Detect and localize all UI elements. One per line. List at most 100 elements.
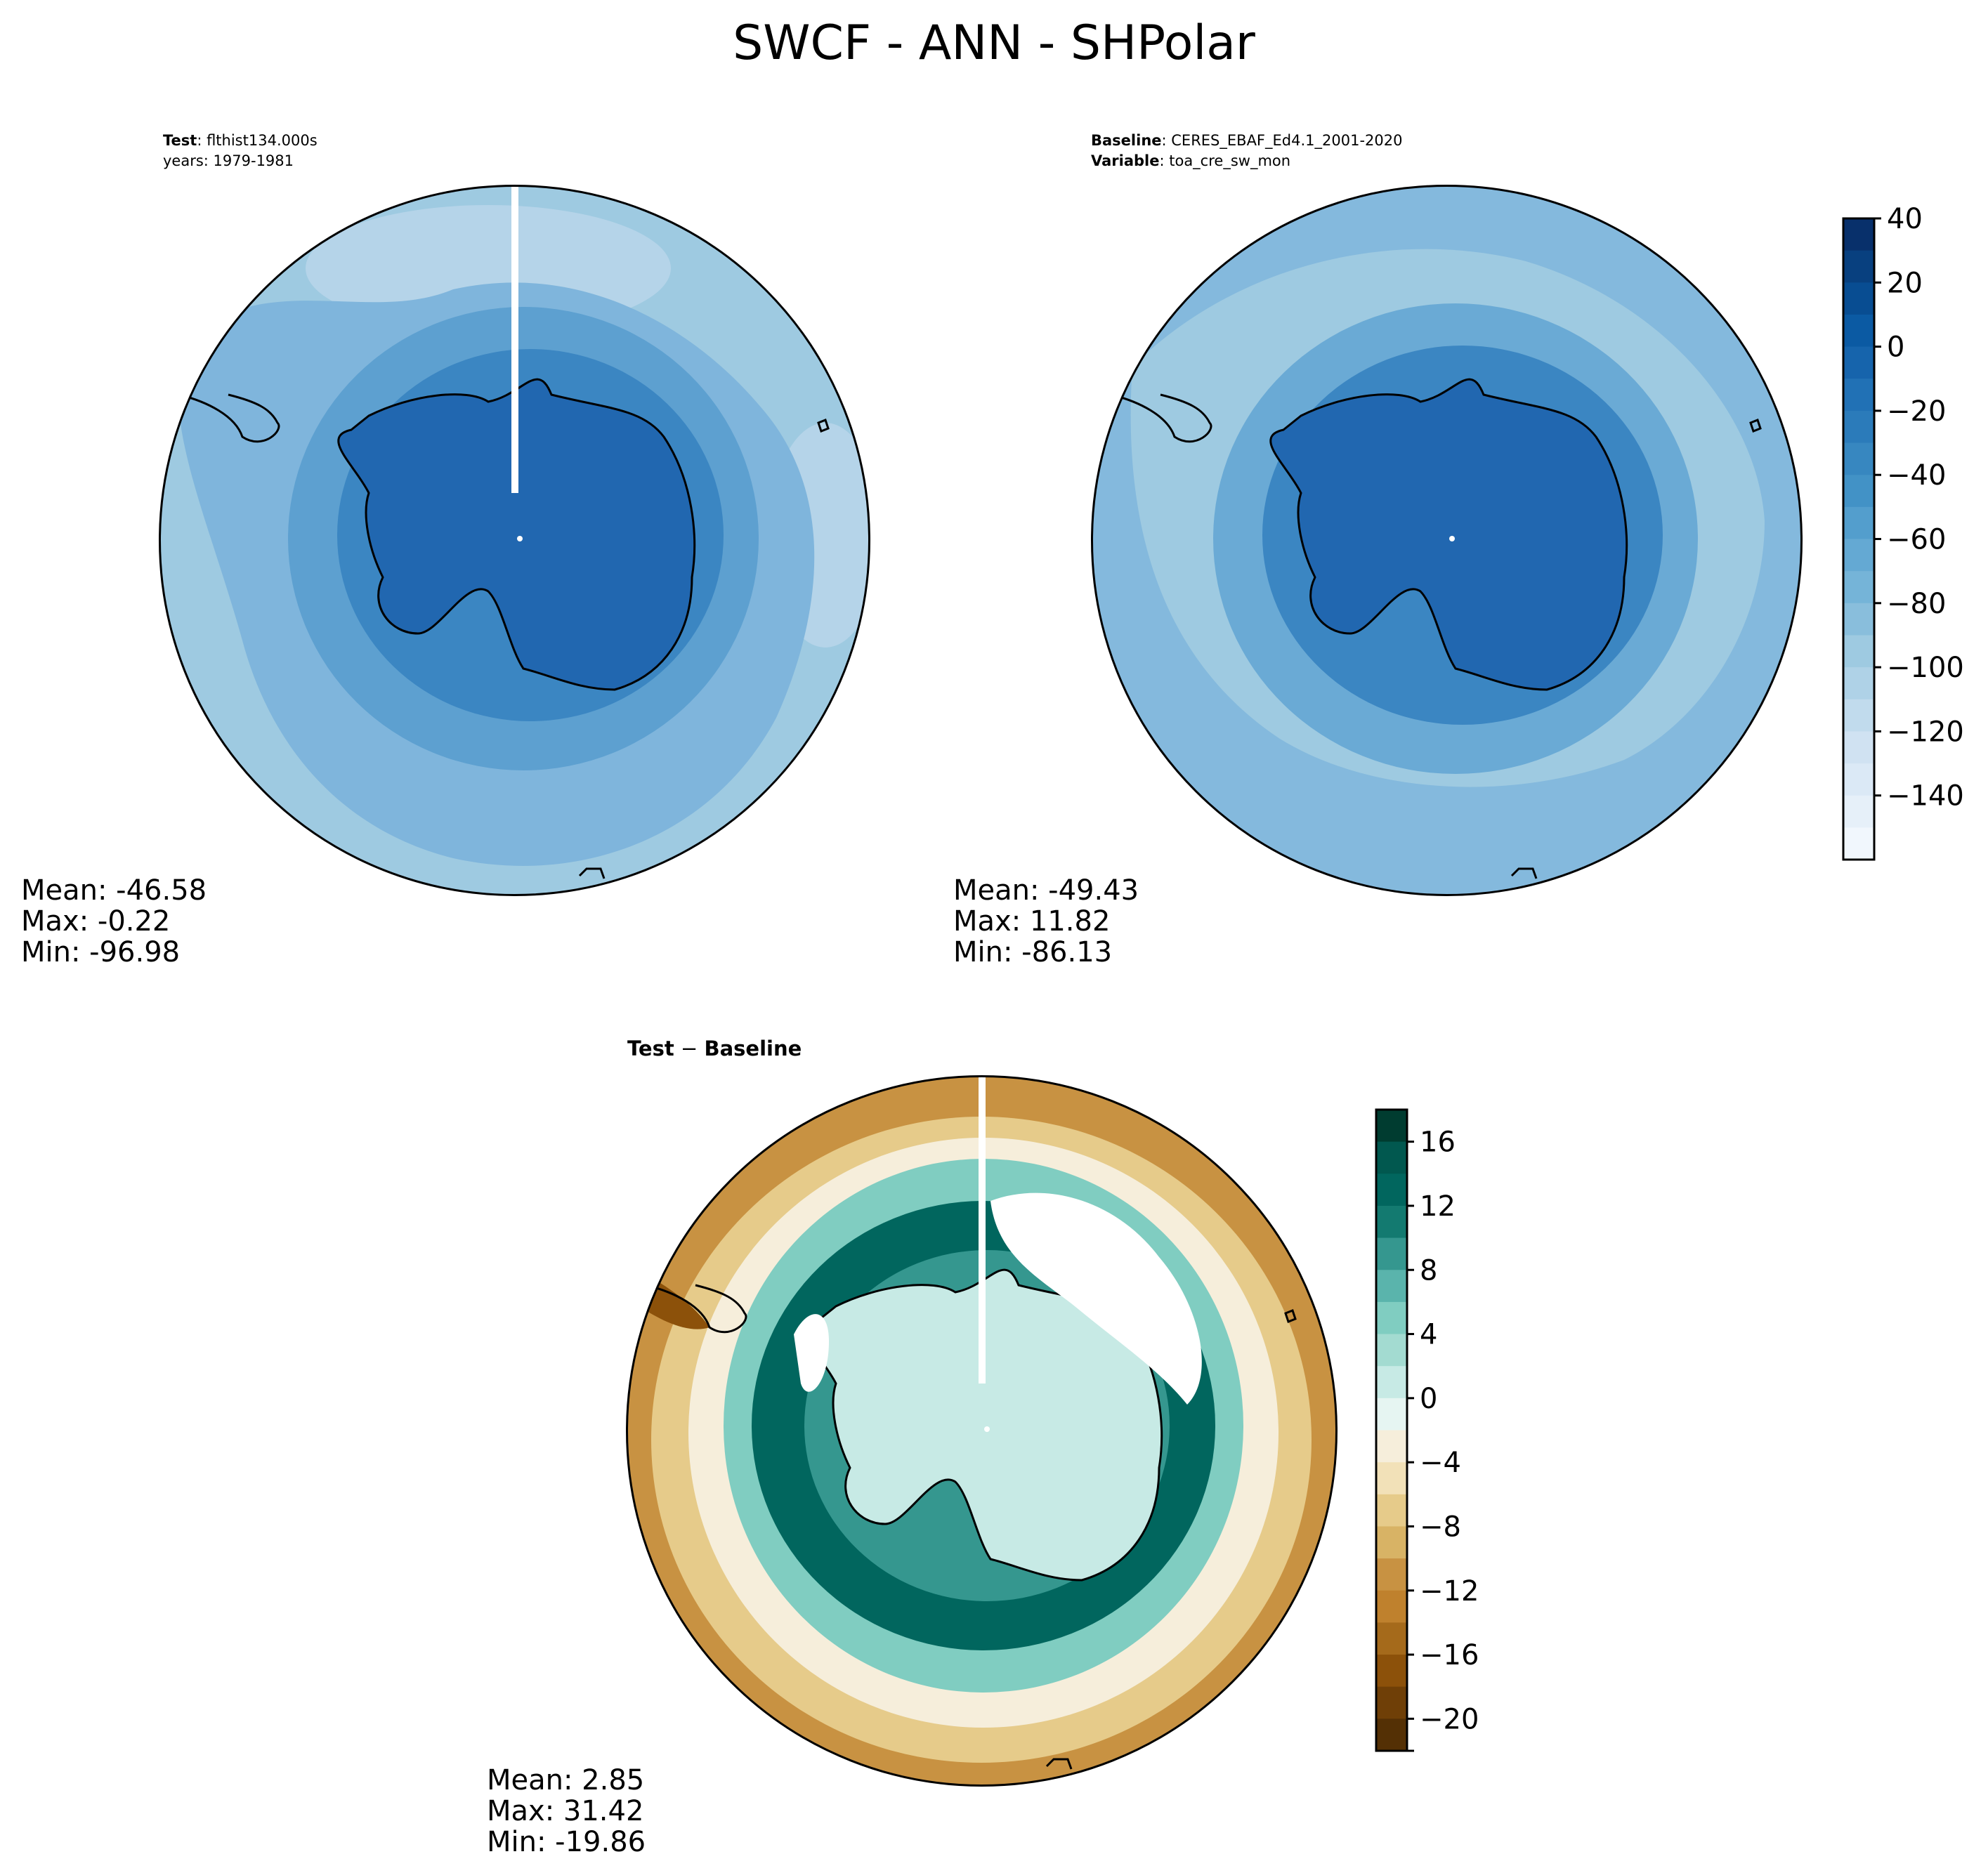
top-colorbar-tick-label: −100 bbox=[1887, 652, 1964, 684]
test-antarctica bbox=[337, 378, 696, 691]
bottom-colorbar-segment bbox=[1376, 1430, 1407, 1463]
diff-map-border bbox=[626, 1075, 1338, 1787]
top-colorbar-segment bbox=[1843, 539, 1874, 572]
variable-label-bold: Variable bbox=[1091, 152, 1160, 169]
bottom-colorbar-tick-label: −4 bbox=[1420, 1447, 1461, 1479]
diff-min: Min: -19.86 bbox=[487, 1826, 646, 1858]
top-colorbar-segment bbox=[1843, 603, 1874, 636]
diff-masked-region-east bbox=[990, 1192, 1202, 1405]
bottom-colorbar-tick-label: 0 bbox=[1420, 1383, 1437, 1415]
bottom-colorbar-border bbox=[1375, 1108, 1408, 1752]
diff-stats: Mean: 2.85 Max: 31.42 Min: -19.86 bbox=[487, 1765, 646, 1858]
baseline-island bbox=[1749, 419, 1762, 433]
top-colorbar-segment bbox=[1843, 763, 1874, 796]
top-colorbar-segment bbox=[1843, 795, 1874, 828]
baseline-subtitle: Baseline: CERES_EBAF_Ed4.1_2001-2020 Var… bbox=[1091, 131, 1402, 171]
top-colorbar-segment bbox=[1843, 442, 1874, 475]
top-colorbar-segment bbox=[1843, 571, 1874, 604]
bottom-colorbar-tick-label: 8 bbox=[1420, 1254, 1437, 1287]
top-colorbar-segment bbox=[1843, 410, 1874, 444]
top-colorbar-tick-label: 20 bbox=[1887, 267, 1923, 299]
bottom-colorbar-segment bbox=[1376, 1526, 1407, 1559]
top-colorbar-segment bbox=[1843, 506, 1874, 539]
diff-map bbox=[626, 1075, 1338, 1787]
top-colorbar-tick-label: −120 bbox=[1887, 716, 1964, 748]
baseline-map bbox=[1091, 185, 1803, 896]
bottom-colorbar-segment bbox=[1376, 1558, 1407, 1591]
diff-mean: Mean: 2.85 bbox=[487, 1764, 645, 1796]
top-colorbar-tick-label: −60 bbox=[1887, 524, 1946, 556]
top-colorbar-tick-label: −20 bbox=[1887, 395, 1946, 428]
bottom-colorbar-tick-label: 16 bbox=[1420, 1126, 1456, 1159]
top-colorbar-tick-label: 0 bbox=[1887, 331, 1904, 364]
bottom-colorbar-segment bbox=[1376, 1110, 1407, 1143]
top-colorbar-segment bbox=[1843, 282, 1874, 315]
test-subtitle: Test: flthist134.000s years: 1979-1981 bbox=[163, 131, 318, 171]
test-island bbox=[817, 419, 830, 433]
test-stats: Mean: -46.58 Max: -0.22 Min: -96.98 bbox=[21, 875, 207, 968]
bottom-colorbar-segment bbox=[1376, 1301, 1407, 1335]
baseline-max: Max: 11.82 bbox=[953, 905, 1111, 938]
bottom-colorbar-segment bbox=[1376, 1334, 1407, 1367]
top-colorbar-segment bbox=[1843, 827, 1874, 860]
bottom-colorbar-segment bbox=[1376, 1655, 1407, 1688]
test-data-gap bbox=[511, 185, 518, 493]
top-colorbar-tick-label: 40 bbox=[1887, 203, 1923, 235]
bottom-colorbar-tick-label: −8 bbox=[1420, 1511, 1461, 1543]
bottom-colorbar-tick-label: −20 bbox=[1420, 1703, 1479, 1735]
diff-antarctica bbox=[804, 1268, 1163, 1582]
bottom-colorbar-segment bbox=[1376, 1622, 1407, 1655]
bottom-colorbar-segment bbox=[1376, 1270, 1407, 1303]
diff-south-america bbox=[646, 1284, 747, 1334]
diff-data-gap bbox=[979, 1076, 986, 1384]
top-colorbar-tick-label: −80 bbox=[1887, 588, 1946, 620]
bottom-colorbar-segment bbox=[1376, 1174, 1407, 1207]
top-colorbar-segment bbox=[1843, 699, 1874, 732]
baseline-map-border bbox=[1091, 185, 1803, 896]
diff-colorbar: 16 12 8 4 0 −4 −8 −12 −16 −20 bbox=[1375, 1108, 1479, 1752]
test-label-bold: Test bbox=[163, 132, 197, 149]
test-min: Min: -96.98 bbox=[21, 936, 181, 968]
diff-pole-dot bbox=[984, 1426, 990, 1432]
diff-title-baseline: Baseline bbox=[704, 1037, 802, 1060]
top-colorbar-segment bbox=[1843, 379, 1874, 412]
bottom-colorbar-segment bbox=[1376, 1398, 1407, 1431]
diff-max: Max: 31.42 bbox=[487, 1795, 644, 1827]
top-colorbar-tick-label: −40 bbox=[1887, 459, 1946, 492]
bottom-colorbar-tick-label: −12 bbox=[1420, 1575, 1479, 1608]
diff-island bbox=[1284, 1309, 1297, 1323]
bottom-colorbar-tick-label: 12 bbox=[1420, 1190, 1456, 1223]
bottom-colorbar-segment bbox=[1376, 1462, 1407, 1495]
bottom-colorbar-segment bbox=[1376, 1590, 1407, 1623]
bottom-colorbar-segment bbox=[1376, 1718, 1407, 1752]
top-colorbar-segment bbox=[1843, 250, 1874, 283]
baseline-label-value: : CERES_EBAF_Ed4.1_2001-2020 bbox=[1161, 132, 1403, 149]
top-colorbar-segment bbox=[1843, 314, 1874, 348]
baseline-stats: Mean: -49.43 Max: 11.82 Min: -86.13 bbox=[953, 875, 1139, 968]
top-colorbar-segment bbox=[1843, 346, 1874, 379]
test-max: Max: -0.22 bbox=[21, 905, 171, 938]
baseline-label-bold: Baseline bbox=[1091, 132, 1162, 149]
bottom-colorbar-segment bbox=[1376, 1237, 1407, 1270]
top-colorbar-segment bbox=[1843, 731, 1874, 764]
baseline-south-america bbox=[1111, 393, 1212, 443]
baseline-antarctica bbox=[1269, 378, 1628, 691]
baseline-nz bbox=[1510, 867, 1538, 879]
figure-title: SWCF - ANN - SHPolar bbox=[733, 15, 1255, 71]
diff-title-sep: − bbox=[674, 1037, 705, 1060]
bottom-colorbar-segment bbox=[1376, 1686, 1407, 1719]
diff-nz bbox=[1045, 1758, 1073, 1770]
bottom-colorbar-segment bbox=[1376, 1141, 1407, 1174]
test-map-border bbox=[159, 185, 870, 896]
diff-subtitle: Test − Baseline bbox=[627, 1037, 802, 1060]
baseline-mean: Mean: -49.43 bbox=[953, 874, 1139, 907]
test-map bbox=[159, 185, 870, 896]
baseline-min: Min: -86.13 bbox=[953, 936, 1113, 968]
test-years: years: 1979-1981 bbox=[163, 152, 294, 169]
bottom-colorbar-segment bbox=[1376, 1494, 1407, 1527]
top-colorbar-segment bbox=[1843, 667, 1874, 700]
bottom-colorbar-segment bbox=[1376, 1205, 1407, 1239]
bottom-colorbar-segment bbox=[1376, 1366, 1407, 1399]
top-colorbar-segment bbox=[1843, 635, 1874, 668]
top-colorbar: 40 20 0 −20 −40 −60 −80 −100 −120 −140 bbox=[1842, 203, 1964, 861]
